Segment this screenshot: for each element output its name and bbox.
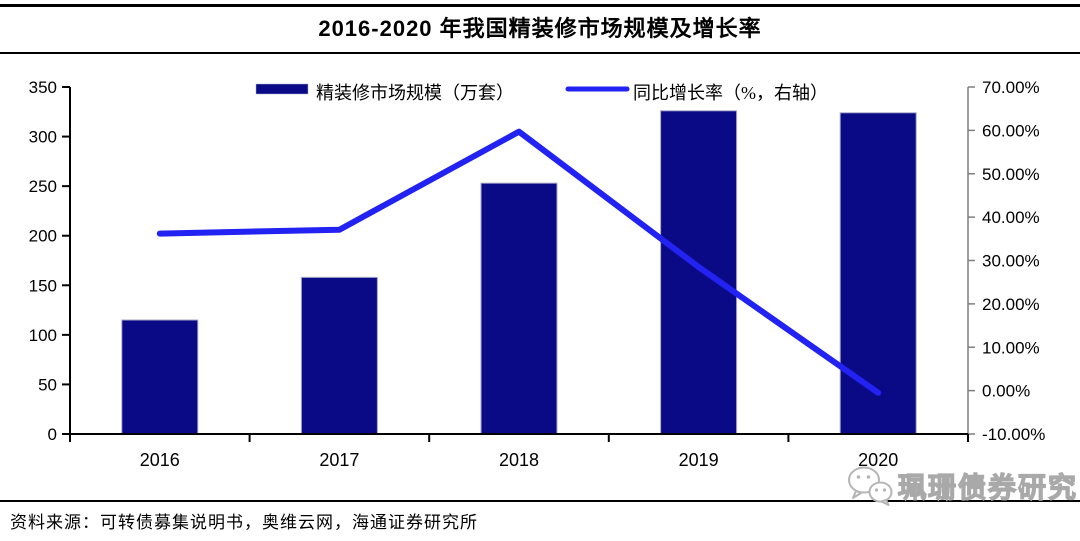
growth-rate-line [156, 128, 882, 396]
x-axis-category-label: 2017 [319, 450, 359, 470]
left-axis-tick-label: 300 [29, 128, 57, 147]
bar-2018 [480, 182, 558, 435]
bar-2016 [121, 319, 199, 435]
right-axis-tick-label: 50.00% [982, 165, 1040, 184]
bar-2019 [660, 110, 738, 435]
x-axis-category-label: 2016 [140, 450, 180, 470]
market-size-growth-chart: 0 50 100 150 200 250 300 350 -10.00% 0.00% 10.00% 2… [29, 78, 1046, 470]
right-axis-tick-label: 40.00% [982, 208, 1040, 227]
left-axis-tick-label: 0 [48, 425, 57, 444]
x-axis-category-label: 2018 [499, 450, 539, 470]
right-axis-tick-label: 20.00% [982, 295, 1040, 314]
left-axis-tick-label: 350 [29, 78, 57, 97]
right-axis-tick-label: 70.00% [982, 78, 1040, 97]
watermark-text: 珮珊债券研究 [897, 471, 1078, 503]
left-axis-tick-label: 50 [38, 375, 57, 394]
left-axis-tick-label: 150 [29, 276, 57, 295]
right-axis-tick-label: 30.00% [982, 252, 1040, 271]
chart-title: 2016-2020 年我国精装修市场规模及增长率 [318, 16, 762, 41]
left-axis-tick-label: 250 [29, 177, 57, 196]
bottom-border-line [0, 500, 1080, 502]
right-axis-tick-label: -10.00% [982, 425, 1045, 444]
legend-bar-swatch [255, 83, 309, 95]
left-axis-tick-label: 100 [29, 326, 57, 345]
x-axis-category-label: 2020 [858, 450, 898, 470]
bar-2020 [839, 112, 917, 435]
watermark: 珮珊债券研究 [847, 465, 1078, 507]
right-axis-tick-label: 10.00% [982, 338, 1040, 357]
source-note: 资料来源：可转债募集说明书，奥维云网，海通证券研究所 [10, 513, 478, 532]
wechat-icon [847, 466, 893, 506]
left-axis-tick-label: 200 [29, 227, 57, 246]
legend-line-label: 同比增长率（%，右轴） [633, 83, 828, 103]
top-border-line [0, 4, 1080, 7]
title-divider-line [0, 52, 1080, 54]
right-axis-tick-label: 0.00% [982, 382, 1030, 401]
x-axis-category-label: 2019 [679, 450, 719, 470]
right-axis-tick-label: 60.00% [982, 121, 1040, 140]
bar-2017 [300, 276, 378, 435]
legend-bar-label: 精装修市场规模（万套） [316, 83, 514, 103]
